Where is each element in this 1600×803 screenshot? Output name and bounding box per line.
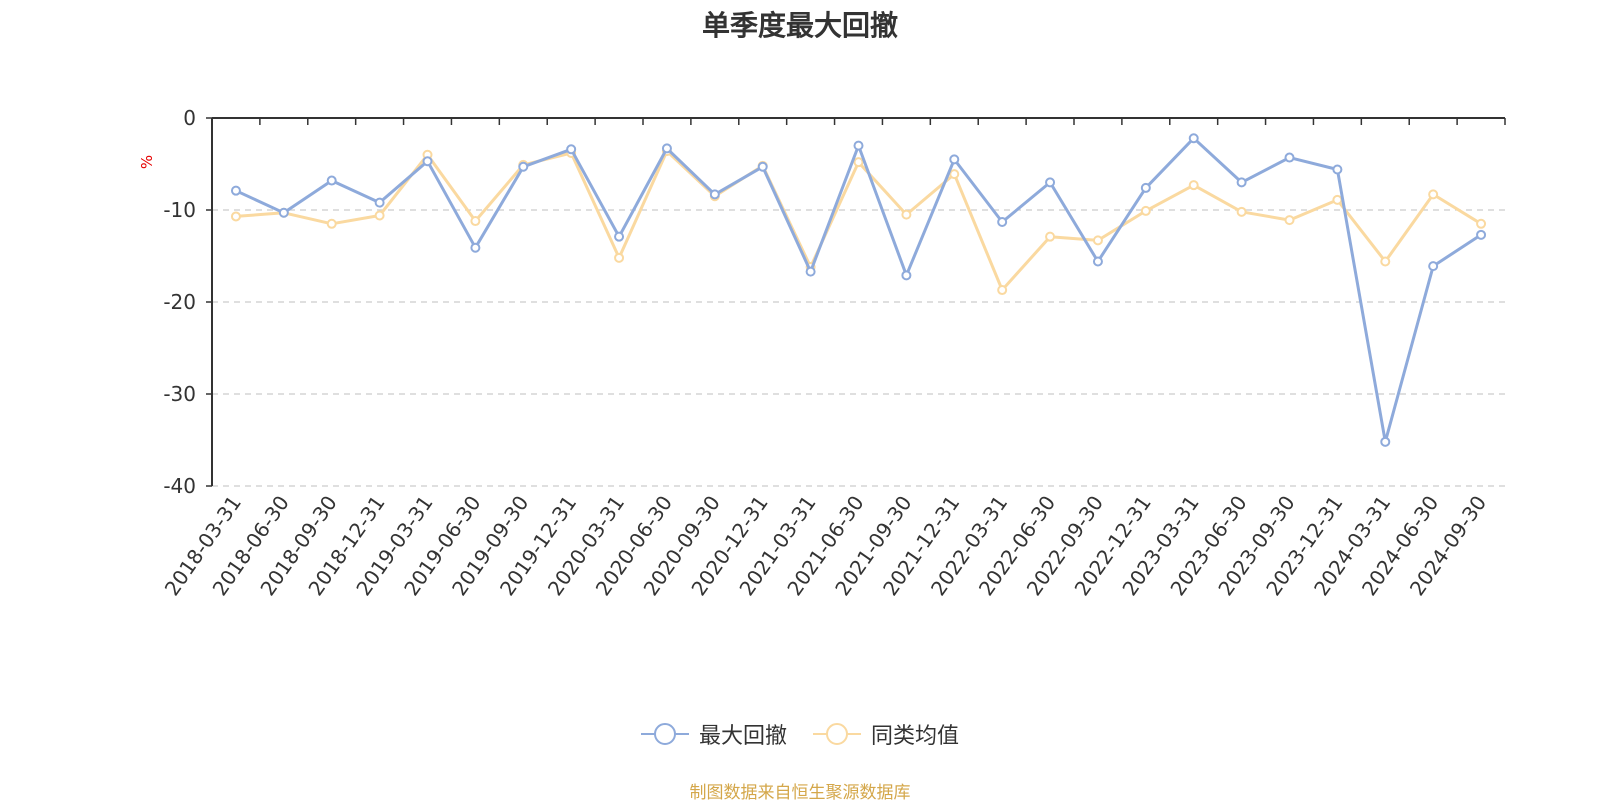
data-point[interactable] <box>997 216 1008 227</box>
y-tick-label: 0 <box>183 106 196 130</box>
source-note: 制图数据来自恒生聚源数据库 <box>689 783 911 803</box>
chart-title: 单季度最大回撤 <box>701 9 898 42</box>
data-point[interactable] <box>278 207 289 218</box>
data-point[interactable] <box>326 175 337 186</box>
data-point[interactable] <box>901 209 912 220</box>
legend-marker-max-drawdown <box>640 723 689 745</box>
data-point[interactable] <box>757 161 768 172</box>
data-point[interactable] <box>1476 218 1487 229</box>
data-point[interactable] <box>901 270 912 281</box>
data-point[interactable] <box>1188 133 1199 144</box>
data-point[interactable] <box>1236 206 1247 217</box>
data-point[interactable] <box>1428 189 1439 200</box>
data-point[interactable] <box>1332 164 1343 175</box>
data-point[interactable] <box>374 210 385 221</box>
data-point[interactable] <box>805 266 816 277</box>
data-point[interactable] <box>614 231 625 242</box>
data-point[interactable] <box>470 216 481 227</box>
data-point[interactable] <box>1092 235 1103 246</box>
legend-label-peer-average: 同类均值 <box>871 724 960 749</box>
y-axis-unit-label: % <box>138 155 156 169</box>
data-point[interactable] <box>230 211 241 222</box>
data-point[interactable] <box>326 218 337 229</box>
data-point[interactable] <box>374 197 385 208</box>
data-point[interactable] <box>1284 152 1295 163</box>
x-tick-labels: 2018-03-312018-06-302018-09-302018-12-31… <box>160 491 1491 600</box>
data-point[interactable] <box>422 156 433 167</box>
y-tick-label: -20 <box>163 290 196 314</box>
legend: 最大回撤 同类均值 <box>0 718 1600 750</box>
data-point[interactable] <box>1332 194 1343 205</box>
data-point[interactable] <box>1428 261 1439 272</box>
legend-label-max-drawdown: 最大回撤 <box>698 724 787 749</box>
data-point[interactable] <box>230 185 241 196</box>
data-point[interactable] <box>566 144 577 155</box>
data-point[interactable] <box>661 143 672 154</box>
data-point[interactable] <box>470 242 481 253</box>
grid-lines <box>212 209 1505 487</box>
data-point[interactable] <box>949 154 960 165</box>
data-point[interactable] <box>1380 436 1391 447</box>
data-point[interactable] <box>1140 182 1151 193</box>
series-line-0 <box>235 136 1482 444</box>
data-point[interactable] <box>949 169 960 180</box>
data-point[interactable] <box>1045 231 1056 242</box>
data-point[interactable] <box>1476 229 1487 240</box>
data-point[interactable] <box>1140 205 1151 216</box>
data-point[interactable] <box>709 189 720 200</box>
data-point[interactable] <box>1284 215 1295 226</box>
data-point[interactable] <box>1188 180 1199 191</box>
legend-item-max-drawdown[interactable]: 最大回撤 <box>640 718 787 750</box>
data-point[interactable] <box>1092 256 1103 267</box>
legend-marker-peer-average <box>813 723 861 745</box>
data-point[interactable] <box>518 161 529 172</box>
y-tick-label: -40 <box>163 474 196 498</box>
data-point[interactable] <box>614 252 625 263</box>
series-lines <box>230 133 1487 447</box>
y-tick-label: -30 <box>163 382 196 406</box>
y-tick-labels: 0 -10 -20 -30 -40 <box>163 106 196 498</box>
data-point[interactable] <box>853 157 864 168</box>
data-point[interactable] <box>997 285 1008 296</box>
axes <box>206 117 1506 487</box>
legend-item-peer-average[interactable]: 同类均值 <box>813 718 959 750</box>
data-point[interactable] <box>1380 256 1391 267</box>
data-point[interactable] <box>1045 177 1056 188</box>
y-tick-label: -10 <box>163 198 196 222</box>
data-point[interactable] <box>1236 177 1247 188</box>
data-point[interactable] <box>853 140 864 151</box>
